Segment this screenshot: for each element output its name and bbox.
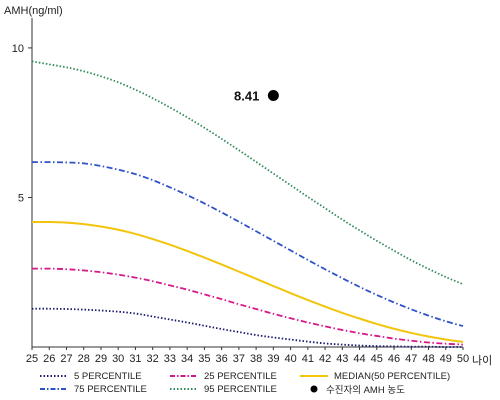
x-axis-title: 나이 — [472, 354, 492, 367]
y-tick-label: 10 — [12, 43, 24, 55]
x-tick-label: 43 — [336, 353, 348, 365]
legend-swatch-75-percentile — [40, 388, 68, 390]
x-tick-label: 48 — [422, 353, 434, 365]
legend-label-patient-amh: 수진자의 AMH 농도 — [326, 385, 405, 396]
legend-item-75-percentile: 75 PERCENTILE — [40, 383, 147, 395]
legend-swatch-25-percentile — [170, 375, 198, 377]
patient-amh-value-label: 8.41 — [234, 88, 259, 103]
series-line-0 — [31, 307, 464, 348]
x-tick-label: 30 — [112, 353, 124, 365]
x-tick-label: 47 — [405, 353, 417, 365]
series-line-3 — [31, 161, 464, 327]
x-tick-label: 32 — [147, 353, 159, 365]
legend-item-25-percentile: 25 PERCENTILE — [170, 370, 277, 382]
series-line-4 — [31, 60, 464, 286]
y-axis-title: AMH(ng/ml) — [4, 5, 63, 17]
legend-item-95-percentile: 95 PERCENTILE — [170, 383, 277, 395]
x-tick-label: 41 — [302, 353, 314, 365]
x-tick-label: 37 — [233, 353, 245, 365]
x-tick-label: 33 — [164, 353, 176, 365]
x-tick-label: 45 — [371, 353, 383, 365]
x-tick-label: 26 — [43, 353, 55, 365]
x-tick-label: 31 — [129, 353, 141, 365]
x-tick-label: 25 — [26, 353, 38, 365]
legend-swatch-95-percentile — [170, 388, 198, 390]
x-tick-label: 46 — [388, 353, 400, 365]
x-tick-label: 36 — [216, 353, 228, 365]
legend-label-75-percentile: 75 PERCENTILE — [74, 383, 147, 395]
x-tick-label: 50 — [457, 353, 469, 365]
legend-item-patient-amh: 수진자의 AMH 농도 — [308, 383, 405, 396]
x-tick-label: 40 — [284, 353, 296, 365]
x-tick-label: 44 — [353, 353, 365, 365]
patient-amh-point — [267, 89, 279, 101]
x-tick-label: 34 — [181, 353, 193, 365]
x-tick-label: 49 — [440, 353, 452, 365]
legend-label-median: MEDIAN(50 PERCENTILE) — [334, 370, 451, 382]
legend-swatch-5-percentile — [40, 375, 68, 377]
series-layer — [31, 60, 464, 348]
points-layer: 8.41 — [234, 88, 279, 103]
series-line-1 — [31, 267, 464, 346]
x-tick-label: 38 — [250, 353, 262, 365]
legend-marker-patient-amh — [310, 385, 318, 393]
legend-label-5-percentile: 5 PERCENTILE — [74, 370, 142, 382]
legend-swatch-median — [300, 375, 328, 377]
series-line-2 — [31, 220, 464, 343]
x-tick-label: 42 — [319, 353, 331, 365]
legend: 5 PERCENTILE 25 PERCENTILE MEDIAN(50 PER… — [40, 370, 480, 396]
legend-item-median: MEDIAN(50 PERCENTILE) — [300, 370, 450, 382]
x-tick-label: 29 — [95, 353, 107, 365]
legend-label-95-percentile: 95 PERCENTILE — [204, 383, 277, 395]
x-tick-label: 28 — [78, 353, 90, 365]
x-tick-label: 35 — [198, 353, 210, 365]
x-tick-label: 39 — [267, 353, 279, 365]
x-tick-label: 27 — [60, 353, 72, 365]
axes: 5 10 25 26 27 28 29 30 31 32 33 34 35 36 37 38 39 40 41 42 4… — [12, 18, 469, 365]
y-tick-label: 5 — [18, 192, 24, 204]
legend-label-25-percentile: 25 PERCENTILE — [204, 370, 277, 382]
legend-item-5-percentile: 5 PERCENTILE — [40, 370, 142, 382]
